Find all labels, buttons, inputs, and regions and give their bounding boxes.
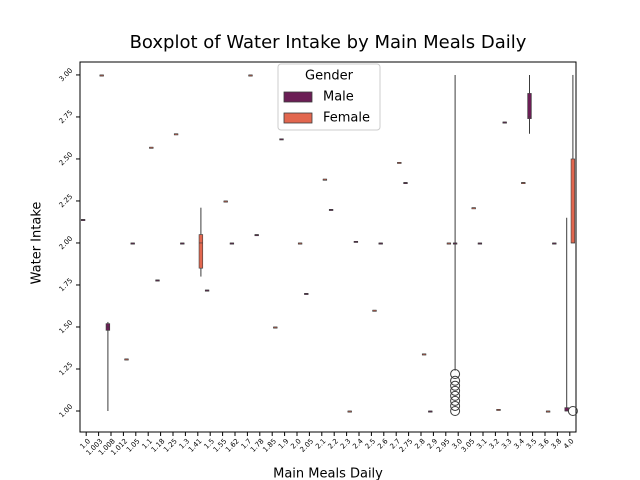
legend-swatch (283, 112, 313, 124)
x-tick-label: 1.62 (224, 437, 241, 454)
x-axis-label: Main Meals Daily (273, 467, 383, 480)
y-tick-label: 2.75 (58, 109, 75, 126)
legend-title: Gender (305, 69, 354, 84)
x-tick-label: 2.1 (314, 437, 328, 451)
x-tick-label: 3.05 (460, 437, 477, 454)
x-tick-label: 2.4 (351, 437, 365, 451)
x-tick-label: 2.75 (398, 437, 415, 454)
y-tick-label: 3.00 (58, 67, 75, 84)
outlier (567, 405, 578, 416)
legend-label: Male (323, 90, 354, 105)
outlier (450, 390, 461, 401)
x-tick-label: 3.3 (500, 437, 514, 451)
x-tick-label: 3.5 (525, 437, 539, 451)
x-tick-label: 1.41 (187, 437, 204, 454)
box (198, 234, 204, 269)
plot-frame (79, 61, 577, 433)
outlier (450, 375, 461, 386)
x-tick-label: 2.2 (326, 437, 340, 451)
x-tick-label: 1.05 (125, 437, 142, 454)
y-tick-label: 1.25 (58, 361, 75, 378)
legend: Gender Male Female (277, 63, 381, 131)
x-tick-label: 2.5 (364, 437, 378, 451)
chart-title: Boxplot of Water Intake by Main Meals Da… (130, 32, 527, 53)
x-tick-label: 1.25 (162, 437, 179, 454)
outlier (450, 405, 461, 416)
x-tick-label: 3.1 (475, 437, 489, 451)
legend-label: Female (323, 111, 370, 126)
outlier (450, 400, 461, 411)
box (570, 158, 576, 244)
y-tick-label: 2.00 (58, 235, 75, 252)
outlier (450, 369, 461, 380)
y-tick-label: 1.50 (58, 319, 75, 336)
y-tick-label: 2.25 (58, 193, 75, 210)
x-tick-label: 3.4 (512, 437, 526, 451)
legend-swatch (283, 91, 313, 103)
x-tick-label: 4.0 (562, 437, 576, 451)
x-tick-label: 2.95 (435, 437, 452, 454)
outlier (450, 380, 461, 391)
x-tick-label: 3.2 (488, 437, 502, 451)
x-tick-label: 2.3 (339, 437, 353, 451)
x-tick-label: 2.6 (376, 437, 390, 451)
x-tick-label: 3.6 (537, 437, 551, 451)
outlier (450, 395, 461, 406)
x-tick-label: 1.9 (277, 437, 291, 451)
y-axis-label: Water Intake (30, 202, 45, 285)
x-tick-label: 2.05 (299, 437, 316, 454)
y-tick-label: 2.50 (58, 151, 75, 168)
y-tick-label: 1.00 (58, 403, 75, 420)
x-tick-label: 3.8 (550, 437, 564, 451)
x-tick-label: 1.85 (261, 437, 278, 454)
outlier (450, 385, 461, 396)
x-tick-label: 2.8 (413, 437, 427, 451)
y-tick-label: 1.75 (58, 277, 75, 294)
box (527, 93, 532, 119)
